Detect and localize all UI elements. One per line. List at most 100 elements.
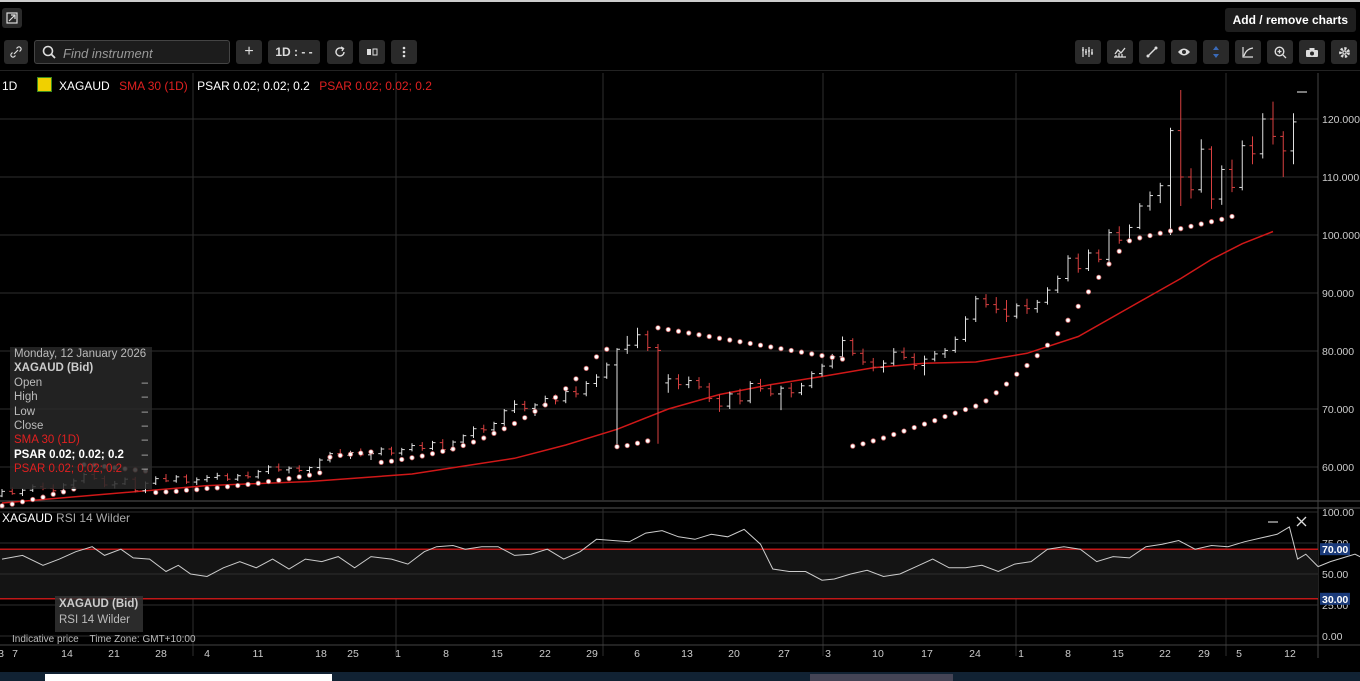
interval-selector[interactable]: 1D : - - <box>268 40 320 64</box>
psar-dot <box>317 470 323 476</box>
psar-dot <box>378 459 384 465</box>
psar-dot <box>429 451 436 457</box>
rsi-tooltip-name: RSI 14 Wilder <box>59 614 130 626</box>
psar-dot <box>1014 371 1020 377</box>
psar-dot <box>204 485 210 492</box>
psar-dot <box>30 496 36 503</box>
settings-icon[interactable] <box>1331 40 1357 64</box>
psar-dot <box>583 365 589 371</box>
psar-dot <box>470 439 477 445</box>
psar-dot <box>706 333 712 340</box>
rsi-legend-name[interactable]: RSI 14 Wilder <box>56 511 131 525</box>
add-instrument-button[interactable]: + <box>236 40 262 64</box>
rsi-band-badge <box>1320 592 1350 605</box>
legend-psar-white[interactable]: PSAR 0.02; 0.02; 0.2 <box>197 79 310 93</box>
legend-sma[interactable]: SMA 30 (1D) <box>119 79 188 93</box>
psar-dot <box>399 456 405 463</box>
x-day-label: 7 <box>12 648 18 660</box>
psar-dot <box>235 482 241 489</box>
studies-icon[interactable] <box>1107 40 1133 64</box>
psar-dot <box>1106 261 1112 267</box>
psar-dot <box>829 354 835 360</box>
x-day-label: 20 <box>728 648 740 660</box>
link-icon[interactable] <box>4 40 28 64</box>
rsi-tooltip: XAGAUD (Bid) RSI 14 Wilder <box>55 596 143 632</box>
instrument-flag-icon <box>36 77 52 92</box>
magnet-icon[interactable] <box>1203 40 1229 64</box>
refresh-icon[interactable] <box>327 40 353 64</box>
psar-dot <box>40 494 46 500</box>
psar-dot <box>552 394 559 400</box>
psar-dot <box>778 346 784 352</box>
psar-dot <box>727 337 733 343</box>
zoom-icon[interactable] <box>1267 40 1293 64</box>
psar-dot <box>194 487 200 493</box>
psar-dot <box>614 444 620 450</box>
tooltip-row-close: Close – <box>14 419 148 432</box>
legend-psar-red[interactable]: PSAR 0.02; 0.02; 0.2 <box>319 79 432 93</box>
psar-dot <box>1178 226 1184 232</box>
tooltip-date: Monday, 12 January 2026 <box>14 348 147 360</box>
psar-dot <box>870 438 876 444</box>
x-day-label: 6 <box>634 648 640 660</box>
psar-dot <box>450 446 456 452</box>
legend-interval: 1D <box>2 79 18 93</box>
x-day-label: 17 <box>921 648 933 660</box>
scrollbar-track-segment[interactable] <box>45 674 332 681</box>
psar-dot <box>60 489 67 495</box>
chart-popout-icon[interactable] <box>2 8 22 28</box>
draw-icon[interactable] <box>1139 40 1165 64</box>
x-day-label: 14 <box>61 648 73 660</box>
camera-icon[interactable] <box>1299 40 1325 64</box>
psar-dot <box>368 449 374 455</box>
x-day-label: 5 <box>1236 648 1242 660</box>
psar-dot <box>655 325 661 331</box>
psar-dot <box>460 442 466 449</box>
psar-dot <box>1085 289 1092 295</box>
visibility-icon[interactable] <box>1171 40 1197 64</box>
x-day-label: 18 <box>315 648 327 660</box>
price-chart[interactable]: 60.00070.00080.00090.000100.000110.00012… <box>0 70 1360 673</box>
psar-dot <box>983 398 989 404</box>
scrollbar-thumb[interactable] <box>810 674 953 681</box>
rsi-legend-symbol[interactable]: XAGAUD <box>2 511 53 525</box>
x-day-label: 24 <box>969 648 981 660</box>
x-day-label: 27 <box>778 648 790 660</box>
add-remove-charts-button[interactable]: Add / remove charts <box>1224 8 1356 32</box>
psar-dot <box>511 420 518 427</box>
psar-dot <box>962 406 969 413</box>
data-tooltip: Monday, 12 January 2026 XAGAUD (Bid) Ope… <box>10 347 152 489</box>
psar-dot <box>973 403 979 409</box>
curve-icon[interactable] <box>1235 40 1261 64</box>
psar-dot <box>245 481 251 487</box>
psar-dot <box>1229 213 1235 220</box>
chart-type-icon[interactable] <box>359 40 385 64</box>
psar-dot <box>1116 248 1122 254</box>
psar-dot <box>337 452 343 458</box>
search-input[interactable] <box>61 44 225 62</box>
y-tick-label: 70.000 <box>1322 404 1354 416</box>
more-icon[interactable] <box>391 40 417 64</box>
legend-symbol[interactable]: XAGAUD <box>59 79 110 93</box>
x-day-label: 1 <box>395 648 401 660</box>
psar-dot <box>573 376 579 382</box>
indicators-icon[interactable] <box>1075 40 1101 64</box>
psar-dot <box>542 402 548 408</box>
psar-dot <box>1198 221 1204 227</box>
psar-dot <box>9 501 15 507</box>
instrument-search[interactable] <box>34 40 230 64</box>
psar-dot <box>839 356 846 362</box>
bottom-scrollbar[interactable] <box>0 672 1360 681</box>
psar-dot <box>1055 330 1061 337</box>
psar-dot <box>665 326 671 333</box>
indicative-price-label: Indicative price <box>12 634 79 645</box>
x-day-label: 22 <box>1159 648 1171 660</box>
x-day-label: 1 <box>1018 648 1024 660</box>
x-day-label: 15 <box>1112 648 1124 660</box>
psar-dot <box>419 453 425 459</box>
psar-dot <box>891 431 897 438</box>
x-day-label: 12 <box>1284 648 1296 660</box>
chart-area[interactable]: 60.000 70.000 80.000 90.000 100.000 110.000 12… <box>0 70 1360 673</box>
rsi-legend: XAGAUD RSI 14 Wilder <box>2 511 130 525</box>
x-day-label: 11 <box>253 648 264 660</box>
